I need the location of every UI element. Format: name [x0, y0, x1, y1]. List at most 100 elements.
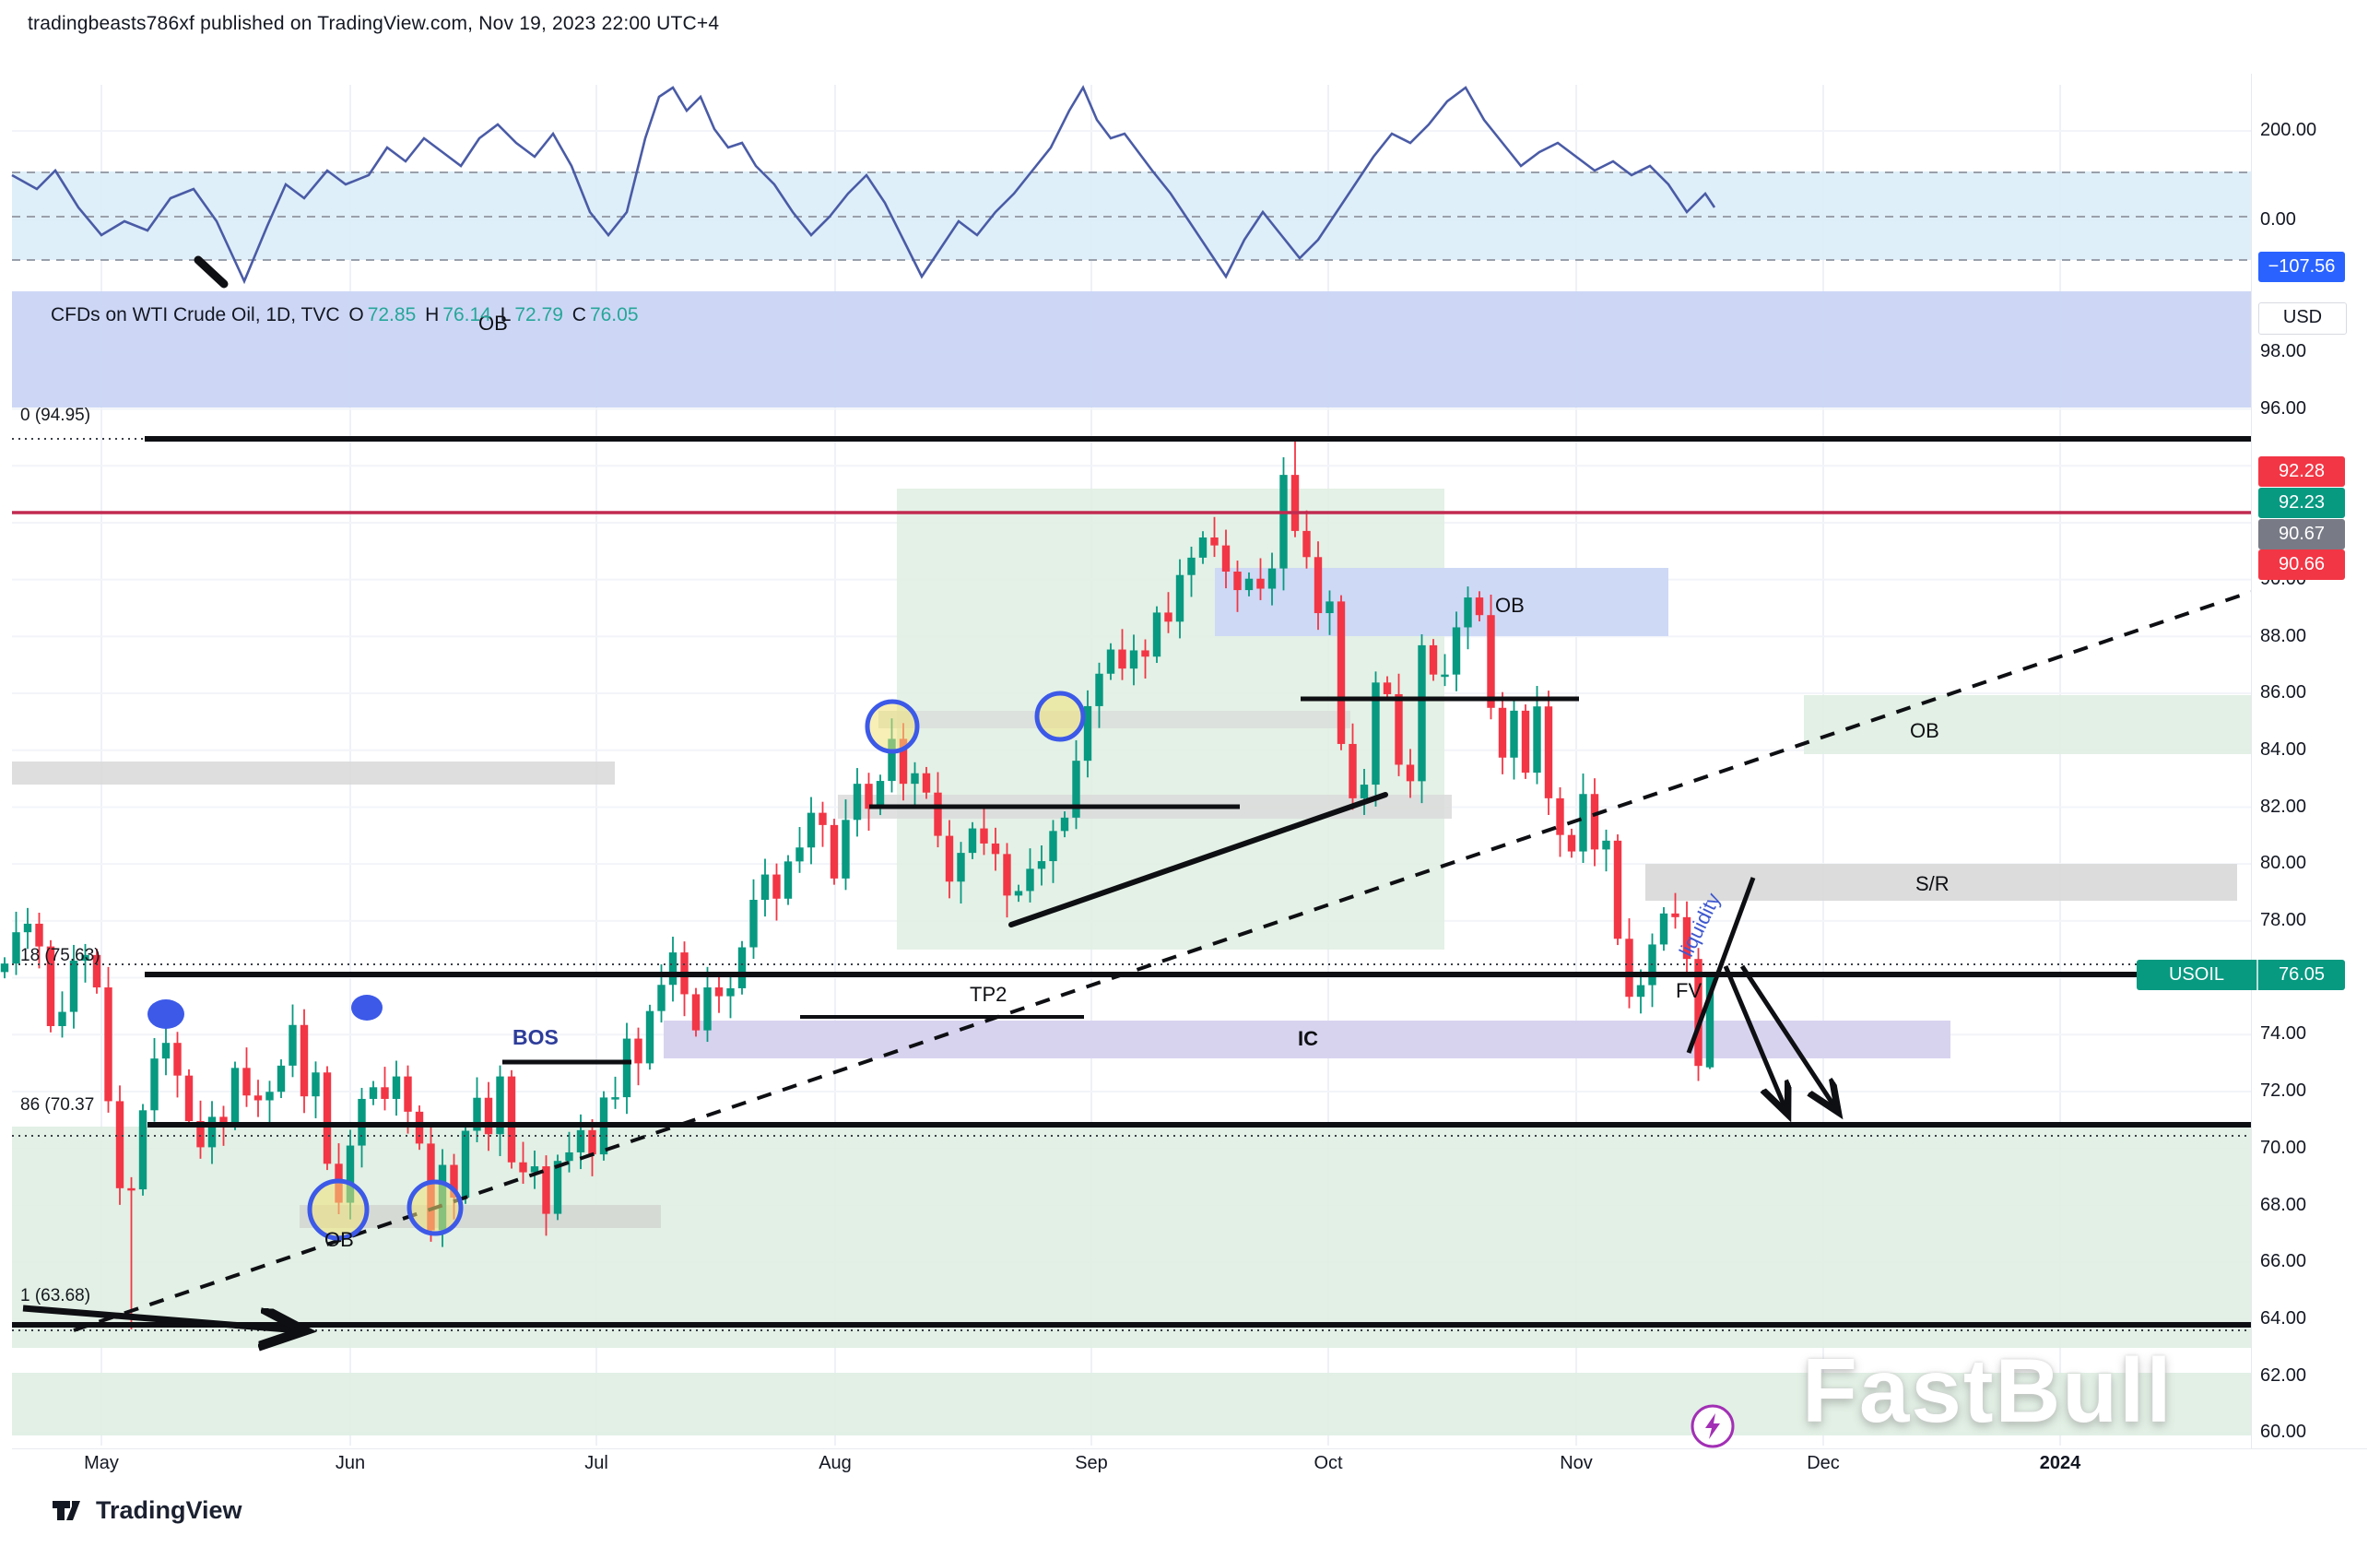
price-tag-7605: 76.05	[2258, 960, 2345, 990]
month-label-May[interactable]: May	[84, 1453, 119, 1473]
candle-body	[1026, 868, 1034, 892]
candle-body	[1475, 597, 1484, 616]
liquidity-line	[1686, 877, 1756, 1054]
price-tick[interactable]: 84.00	[2260, 739, 2307, 760]
month-label-Jul[interactable]: Jul	[584, 1453, 608, 1473]
candle-body	[1302, 530, 1311, 558]
zone-green-low-a	[12, 1127, 2251, 1348]
candle-body	[1452, 627, 1461, 675]
close-label: C	[571, 304, 586, 325]
price-tick[interactable]: 70.00	[2260, 1138, 2307, 1158]
price-tick[interactable]: 0.00	[2260, 209, 2296, 230]
month-label-Nov[interactable]: Nov	[1560, 1453, 1593, 1473]
candle-body	[760, 874, 770, 901]
candle-body	[0, 963, 9, 973]
candle-body	[1705, 976, 1714, 1068]
low-label: L	[500, 304, 512, 325]
zone-top-ob-band	[12, 291, 2251, 407]
month-label-2024[interactable]: 2024	[2039, 1453, 2081, 1473]
price-tick[interactable]: 78.00	[2260, 910, 2307, 930]
ob-label-box: OB	[1495, 594, 1525, 617]
candle-body	[1152, 612, 1161, 657]
candle-body	[507, 1076, 516, 1163]
candle-body	[381, 1087, 389, 1099]
candle-body	[1083, 705, 1092, 762]
candle-body	[242, 1068, 251, 1096]
candle-body	[853, 784, 862, 821]
candle-body	[645, 1010, 654, 1064]
candle-body	[657, 985, 666, 1011]
price-tick[interactable]: 96.00	[2260, 398, 2307, 419]
month-label-Jun[interactable]: Jun	[335, 1453, 366, 1473]
candle-body	[346, 1145, 355, 1203]
price-tick[interactable]: 64.00	[2260, 1308, 2307, 1329]
candle-body	[807, 812, 816, 848]
fv-label: FV	[1676, 979, 1703, 1002]
candle-body	[968, 828, 977, 854]
candle-body	[46, 946, 55, 1026]
price-tick[interactable]: 68.00	[2260, 1195, 2307, 1215]
price-tick[interactable]: 60.00	[2260, 1422, 2307, 1442]
candle-body	[1395, 693, 1403, 765]
fib-label: 86 (70.37	[20, 1095, 95, 1115]
month-label-Oct[interactable]: Oct	[1314, 1453, 1343, 1473]
close-value: 76.05	[589, 304, 639, 325]
candle-body	[392, 1076, 401, 1099]
month-label-Aug[interactable]: Aug	[819, 1453, 852, 1473]
ic-label: IC	[1298, 1027, 1318, 1050]
candle-body	[1244, 578, 1254, 591]
candle-body	[1682, 916, 1691, 960]
price-tick[interactable]: 86.00	[2260, 682, 2307, 703]
candle-body	[1049, 831, 1057, 862]
candle-body	[622, 1038, 631, 1098]
candle-body	[1441, 674, 1449, 678]
candle-body	[1072, 761, 1080, 818]
candle-body	[35, 923, 43, 947]
highlight-circle	[1034, 691, 1086, 742]
candle-body	[1613, 840, 1622, 939]
price-tick[interactable]: 98.00	[2260, 341, 2307, 361]
candle-body	[1372, 682, 1380, 785]
fib-label: 1 (63.68)	[20, 1286, 91, 1305]
published-header: tradingbeasts786xf published on TradingV…	[28, 13, 720, 34]
candle-body	[1418, 644, 1426, 782]
candle-body	[957, 853, 965, 882]
footer-brand[interactable]: TradingView	[52, 1495, 242, 1525]
price-tick[interactable]: 82.00	[2260, 797, 2307, 817]
month-label-Dec[interactable]: Dec	[1807, 1453, 1840, 1473]
candle-body	[207, 1116, 217, 1148]
candle-body	[1671, 913, 1679, 917]
price-tick[interactable]: 62.00	[2260, 1365, 2307, 1386]
candle-body	[23, 923, 32, 933]
candle-body	[1602, 840, 1610, 850]
candle-body	[81, 954, 89, 962]
price-tick[interactable]: 74.00	[2260, 1023, 2307, 1044]
candle-body	[980, 828, 988, 844]
candle-body	[945, 835, 954, 882]
candle-body	[876, 781, 885, 809]
candle-body	[1290, 475, 1300, 531]
candle-body	[496, 1076, 504, 1135]
month-label-Sep[interactable]: Sep	[1075, 1453, 1108, 1473]
lightning-button[interactable]	[1689, 1402, 1737, 1450]
tradingview-logo-icon	[53, 1501, 80, 1520]
price-tick[interactable]: 66.00	[2260, 1251, 2307, 1271]
price-tick[interactable]: 200.00	[2260, 120, 2317, 140]
candle-body	[230, 1068, 240, 1125]
candle-body	[1267, 568, 1277, 589]
low-value: 72.79	[514, 304, 563, 325]
price-tick[interactable]: 80.00	[2260, 853, 2307, 873]
price-tick[interactable]: 72.00	[2260, 1081, 2307, 1101]
price-tick[interactable]: 88.00	[2260, 626, 2307, 646]
candle-body	[369, 1087, 378, 1099]
candle-body	[1325, 601, 1334, 614]
candle-body	[127, 1187, 135, 1191]
candle-body	[1659, 913, 1668, 945]
candle-body	[415, 1111, 424, 1144]
candle-body	[588, 1129, 596, 1155]
tradingview-brand-text: TradingView	[96, 1495, 242, 1524]
candle-body	[703, 987, 712, 1031]
candle-body	[253, 1095, 263, 1101]
